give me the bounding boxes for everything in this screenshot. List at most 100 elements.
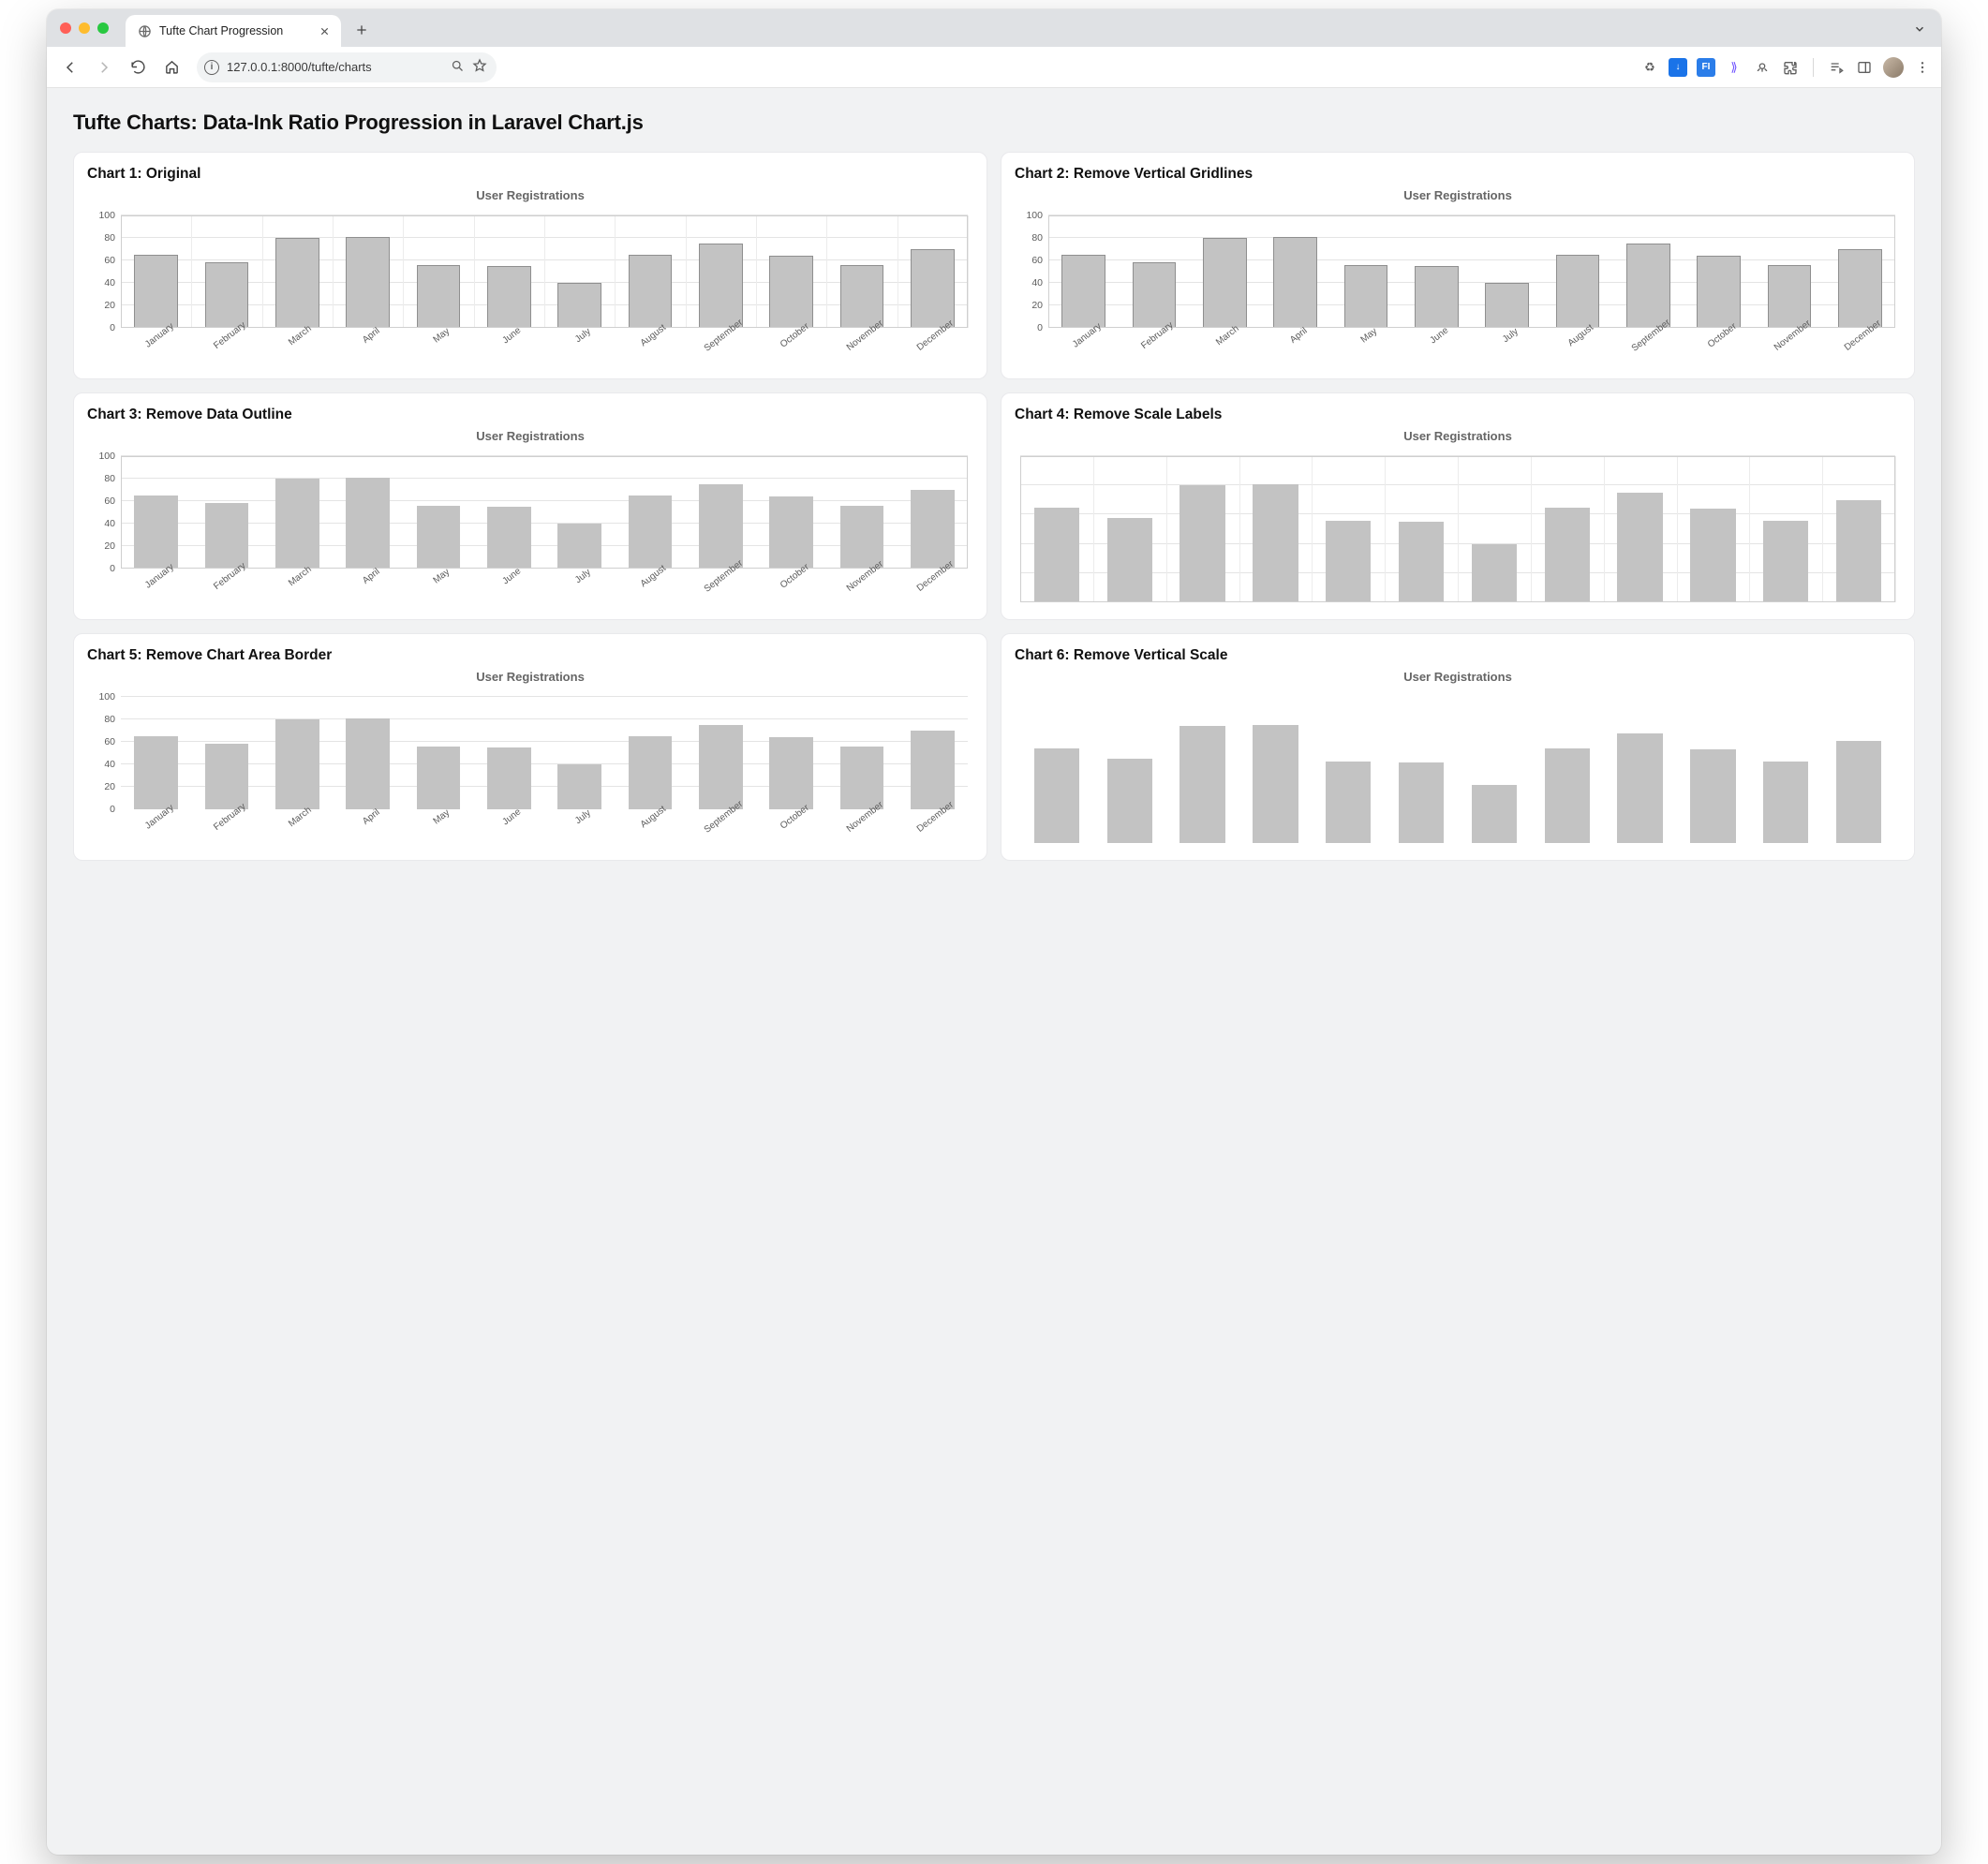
bar: [1034, 508, 1079, 602]
bar: [275, 238, 319, 328]
globe-icon: [137, 23, 152, 38]
bar: [557, 524, 601, 569]
bar: [1179, 726, 1224, 843]
y-tick-label: 100: [1026, 210, 1043, 221]
playlist-icon[interactable]: [1827, 58, 1846, 77]
bar: [134, 736, 178, 809]
x-tick-label: May: [432, 326, 452, 345]
octopus-extension-icon[interactable]: [1753, 58, 1772, 77]
x-tick-label: April: [1288, 326, 1310, 346]
bar: [699, 244, 743, 328]
x-tick-label: July: [573, 568, 593, 586]
bar-series: [121, 215, 968, 328]
bar: [1326, 521, 1371, 602]
bar: [1472, 544, 1517, 602]
chart-grid: Chart 1: OriginalUser Registrations02040…: [73, 152, 1915, 861]
bar-series: [121, 697, 968, 809]
close-tab-button[interactable]: [317, 23, 332, 38]
chart-canvas: [1015, 449, 1901, 608]
chrome-menu-button[interactable]: [1913, 58, 1932, 77]
y-tick-label: 60: [104, 496, 115, 507]
new-tab-button[interactable]: [349, 17, 375, 43]
bar: [1556, 255, 1600, 328]
separator: [1813, 58, 1814, 77]
chart-canvas: 020406080100JanuaryFebruaryMarchAprilMay…: [87, 449, 973, 608]
forward-button[interactable]: [90, 53, 118, 81]
bar: [769, 737, 813, 809]
profile-avatar[interactable]: [1883, 57, 1904, 78]
tabs-dropdown-button[interactable]: [1909, 19, 1930, 39]
y-tick-label: 40: [104, 277, 115, 288]
bar-series: [121, 456, 968, 569]
bar: [629, 255, 673, 328]
y-tick-label: 20: [104, 540, 115, 552]
bar: [1253, 725, 1298, 843]
chart-card-title: Chart 2: Remove Vertical Gridlines: [1015, 166, 1901, 183]
toolbar: i 127.0.0.1:8000/tufte/charts ♻ ↓ FI ⟫: [47, 47, 1941, 88]
home-button[interactable]: [157, 53, 185, 81]
chart-dataset-label: User Registrations: [87, 188, 973, 202]
bar: [911, 249, 955, 328]
bar: [346, 478, 390, 569]
bar: [911, 731, 955, 809]
y-tick-label: 0: [1037, 322, 1043, 333]
fi-extension-icon[interactable]: FI: [1697, 58, 1715, 77]
close-window-button[interactable]: [60, 22, 71, 34]
bar: [1399, 762, 1444, 843]
download-extension-icon[interactable]: ↓: [1669, 58, 1687, 77]
plot-area: [1020, 697, 1895, 843]
bar: [629, 736, 673, 809]
tab-strip: Tufte Chart Progression: [47, 9, 1941, 47]
y-tick-label: 80: [104, 714, 115, 725]
bar: [275, 719, 319, 809]
bar: [557, 283, 601, 328]
y-tick-label: 100: [98, 210, 115, 221]
page-heading: Tufte Charts: Data-Ink Ratio Progression…: [73, 111, 1915, 135]
site-info-icon[interactable]: i: [204, 60, 219, 75]
chart-dataset-label: User Registrations: [87, 429, 973, 443]
bar: [487, 747, 531, 809]
bar: [1697, 256, 1741, 328]
devtools-extension-icon[interactable]: ⟫: [1725, 58, 1743, 77]
bar: [1034, 748, 1079, 843]
bar: [1344, 265, 1388, 328]
bar: [205, 262, 249, 328]
bar: [1472, 785, 1517, 843]
zoom-icon[interactable]: [451, 59, 465, 76]
x-tick-label: April: [361, 807, 382, 827]
bar: [417, 265, 461, 328]
bar: [1545, 748, 1590, 843]
bar: [1179, 485, 1224, 602]
bar: [134, 496, 178, 569]
chart-dataset-label: User Registrations: [1015, 188, 1901, 202]
y-tick-label: 40: [1031, 277, 1043, 288]
zoom-window-button[interactable]: [97, 22, 109, 34]
address-bar[interactable]: i 127.0.0.1:8000/tufte/charts: [197, 52, 497, 82]
y-tick-label: 60: [104, 736, 115, 747]
extension-icons: ♻ ↓ FI ⟫: [1640, 57, 1932, 78]
y-axis: 020406080100: [87, 697, 121, 809]
back-button[interactable]: [56, 53, 84, 81]
plot-area: [121, 215, 968, 328]
y-tick-label: 20: [104, 300, 115, 311]
side-panel-icon[interactable]: [1855, 58, 1874, 77]
x-tick-label: July: [573, 327, 593, 346]
chart-canvas: 020406080100JanuaryFebruaryMarchAprilMay…: [87, 208, 973, 367]
extensions-puzzle-icon[interactable]: [1781, 58, 1800, 77]
bar: [1107, 759, 1152, 843]
chart-card: Chart 5: Remove Chart Area BorderUser Re…: [73, 633, 987, 861]
browser-tab[interactable]: Tufte Chart Progression: [126, 15, 341, 47]
y-tick-label: 100: [98, 691, 115, 703]
chart-dataset-label: User Registrations: [1015, 429, 1901, 443]
reload-button[interactable]: [124, 53, 152, 81]
y-tick-label: 40: [104, 518, 115, 529]
minimize-window-button[interactable]: [79, 22, 90, 34]
x-tick-label: March: [287, 805, 314, 829]
bookmark-icon[interactable]: [472, 58, 487, 76]
recycle-icon[interactable]: ♻: [1640, 58, 1659, 77]
plot-area: [121, 456, 968, 569]
x-axis: JanuaryFebruaryMarchAprilMayJuneJulyAugu…: [1048, 328, 1895, 367]
y-tick-label: 20: [104, 781, 115, 792]
bar: [1415, 266, 1459, 328]
x-axis: JanuaryFebruaryMarchAprilMayJuneJulyAugu…: [121, 328, 968, 367]
